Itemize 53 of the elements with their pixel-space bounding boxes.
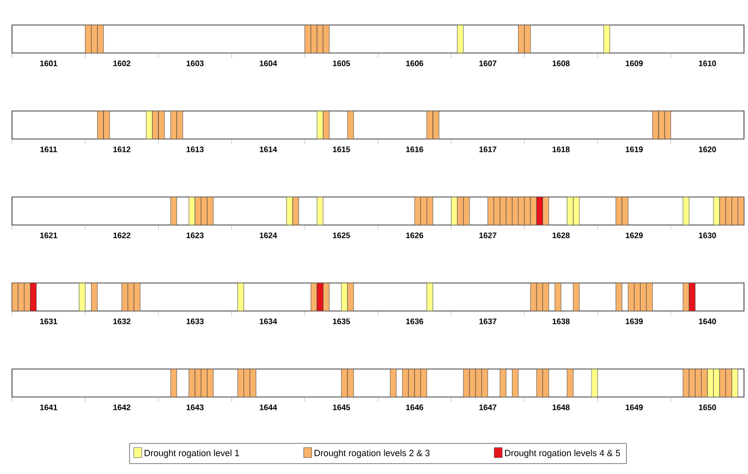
x-tick-label: 1628 [552, 232, 570, 238]
x-tick-label: 1608 [552, 60, 570, 66]
x-tick-label: 1605 [333, 60, 350, 66]
x-tick-label: 1601 [40, 60, 58, 66]
x-tick-label: 1644 [260, 404, 278, 410]
x-tick-label: 1622 [113, 232, 130, 238]
x-tick-label: 1626 [406, 232, 424, 238]
x-tick-label: 1642 [113, 404, 130, 410]
x-tick-label: 1614 [260, 146, 278, 152]
x-tick-label: 1625 [333, 232, 350, 238]
x-tick-label: 1633 [186, 318, 204, 324]
x-tick-label: 1639 [626, 318, 643, 324]
x-tick-label: 1604 [260, 60, 278, 66]
x-tick-label: 1640 [699, 318, 716, 324]
x-tick-label: 1638 [552, 318, 570, 324]
x-tick-label: 1613 [186, 146, 204, 152]
x-tick-label: 1647 [479, 404, 496, 410]
x-tick-label: 1630 [699, 232, 716, 238]
x-tick-label: 1641 [40, 404, 58, 410]
x-tick-label: 1634 [260, 318, 278, 324]
x-tick-label: 1643 [186, 404, 204, 410]
x-tick-label: 1607 [479, 60, 496, 66]
x-tick-label: 1610 [699, 60, 716, 66]
x-tick-label: 1602 [113, 60, 130, 66]
x-tick-label: 1616 [406, 146, 424, 152]
legend-label: Drought rogation levels 2 & 3 [314, 450, 430, 458]
x-tick-label: 1635 [333, 318, 350, 324]
x-tick-label: 1624 [260, 232, 278, 238]
x-tick-label: 1648 [552, 404, 570, 410]
x-tick-label: 1629 [626, 232, 643, 238]
x-tick-label: 1617 [479, 146, 496, 152]
x-tick-label: 1618 [552, 146, 570, 152]
x-tick-label: 1612 [113, 146, 130, 152]
x-tick-label: 1636 [406, 318, 424, 324]
x-tick-label: 1623 [186, 232, 204, 238]
x-tick-label: 1603 [186, 60, 204, 66]
legend-label: Drought rogation level 1 [144, 450, 240, 458]
x-tick-label: 1631 [40, 318, 58, 324]
legend-label: Drought rogation levels 4 & 5 [505, 450, 620, 458]
x-tick-label: 1606 [406, 60, 424, 66]
x-tick-label: 1645 [333, 404, 350, 410]
x-tick-label: 1609 [626, 60, 643, 66]
x-tick-label: 1620 [699, 146, 716, 152]
x-tick-label: 1646 [406, 404, 424, 410]
x-tick-label: 1615 [333, 146, 350, 152]
x-tick-label: 1637 [479, 318, 496, 324]
x-tick-label: 1611 [40, 146, 58, 152]
x-tick-label: 1621 [40, 232, 58, 238]
x-tick-label: 1619 [626, 146, 643, 152]
x-tick-label: 1649 [626, 404, 643, 410]
x-tick-label: 1627 [479, 232, 496, 238]
x-tick-label: 1632 [113, 318, 130, 324]
x-tick-label: 1650 [699, 404, 716, 410]
